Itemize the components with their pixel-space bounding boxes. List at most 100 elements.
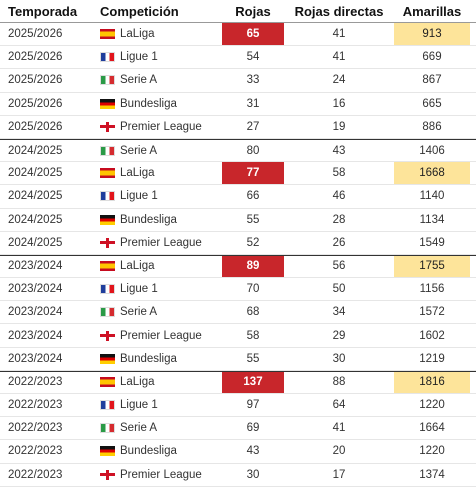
direct-reds-cell: 56 [332, 260, 346, 273]
season-cell: 2022/2023 [8, 422, 63, 435]
competition-cell: Premier League [100, 237, 222, 249]
yellows-cell: 665 [422, 97, 442, 110]
season-cell: 2025/2026 [8, 28, 63, 41]
table-row: 2023/2024 Bundesliga 55 30 1219 [0, 348, 476, 371]
reds-cell: 80 [246, 144, 260, 157]
yellows-cell: 1602 [419, 329, 445, 342]
table-row: 2022/2023 Serie A 69 41 1664 [0, 417, 476, 441]
table-row: 2025/2026 Premier League 27 19 886 [0, 116, 476, 139]
reds-cell: 69 [246, 422, 260, 435]
direct-reds-cell: 50 [332, 283, 346, 296]
direct-reds-cell: 64 [332, 399, 346, 412]
competition-name: Serie A [120, 144, 158, 157]
table-row: 2023/2024 Serie A 68 34 1572 [0, 301, 476, 325]
competition-cell: Premier League [100, 330, 222, 342]
competition-name: LaLiga [120, 376, 155, 389]
yellows-cell: 1549 [419, 236, 445, 249]
england-flag-icon [100, 237, 115, 248]
reds-cell: 137 [222, 371, 284, 393]
competition-name: Bundesliga [120, 445, 177, 458]
competition-cell: Bundesliga [100, 445, 222, 457]
spain-flag-icon [100, 168, 115, 179]
direct-reds-cell: 41 [332, 28, 346, 41]
competition-name: Serie A [120, 306, 158, 319]
competition-cell: Ligue 1 [100, 190, 222, 202]
germany-flag-icon [100, 446, 115, 457]
competition-cell: Serie A [100, 74, 222, 86]
france-flag-icon [100, 52, 115, 63]
direct-reds-cell: 29 [332, 329, 346, 342]
competition-name: Premier League [120, 329, 202, 342]
direct-reds-cell: 58 [332, 167, 346, 180]
competition-name: Bundesliga [120, 213, 177, 226]
germany-flag-icon [100, 98, 115, 109]
competition-cell: Ligue 1 [100, 51, 222, 63]
yellows-cell: 1374 [419, 468, 445, 481]
reds-cell: 89 [222, 255, 284, 278]
competition-name: LaLiga [120, 167, 155, 180]
direct-reds-cell: 20 [332, 445, 346, 458]
reds-cell: 55 [246, 213, 260, 226]
competition-name: Ligue 1 [120, 399, 158, 412]
season-cell: 2025/2026 [8, 120, 63, 133]
competition-cell: Bundesliga [100, 98, 222, 110]
season-cell: 2024/2025 [8, 213, 63, 226]
reds-cell: 31 [246, 97, 260, 110]
season-cell: 2024/2025 [8, 236, 63, 249]
england-flag-icon [100, 330, 115, 341]
spain-flag-icon [100, 261, 115, 272]
competition-cell: Serie A [100, 306, 222, 318]
competition-name: Serie A [120, 74, 158, 87]
season-cell: 2024/2025 [8, 144, 63, 157]
competition-cell: Premier League [100, 121, 222, 133]
season-cell: 2022/2023 [8, 399, 63, 412]
season-cell: 2022/2023 [8, 445, 63, 458]
competition-cell: Bundesliga [100, 214, 222, 226]
competition-name: Serie A [120, 422, 158, 435]
england-flag-icon [100, 121, 115, 132]
reds-cell: 77 [222, 162, 284, 185]
france-flag-icon [100, 284, 115, 295]
table-row: 2025/2026 Serie A 33 24 867 [0, 69, 476, 93]
table-row: 2023/2024 LaLiga 89 56 1755 [0, 254, 476, 279]
table-row: 2022/2023 Ligue 1 97 64 1220 [0, 394, 476, 418]
competition-name: Premier League [120, 236, 202, 249]
england-flag-icon [100, 469, 115, 480]
competition-cell: LaLiga [100, 28, 222, 40]
competition-name: LaLiga [120, 260, 155, 273]
competition-name: Ligue 1 [120, 51, 158, 64]
direct-reds-cell: 43 [332, 144, 346, 157]
reds-cell: 52 [246, 236, 260, 249]
france-flag-icon [100, 191, 115, 202]
direct-reds-cell: 28 [332, 213, 346, 226]
germany-flag-icon [100, 353, 115, 364]
season-cell: 2025/2026 [8, 97, 63, 110]
reds-cell: 54 [246, 51, 260, 64]
competition-name: Bundesliga [120, 352, 177, 365]
direct-reds-cell: 41 [332, 422, 346, 435]
yellows-cell: 1219 [419, 352, 445, 365]
competition-name: Ligue 1 [120, 283, 158, 296]
season-cell: 2024/2025 [8, 167, 63, 180]
table-header: Temporada Competición Rojas Rojas direct… [0, 0, 476, 23]
table-row: 2022/2023 Premier League 30 17 1374 [0, 464, 476, 487]
direct-reds-cell: 46 [332, 190, 346, 203]
yellows-cell: 1664 [419, 422, 445, 435]
yellows-cell: 1140 [419, 190, 445, 203]
competition-cell: LaLiga [100, 167, 222, 179]
competition-name: Premier League [120, 120, 202, 133]
direct-reds-cell: 24 [332, 74, 346, 87]
table-body: 2025/2026 LaLiga 65 41 913 2025/2026 Ligue 1 54… [0, 23, 476, 487]
header-competition: Competición [100, 3, 179, 19]
competition-cell: LaLiga [100, 260, 222, 272]
table-row: 2025/2026 Ligue 1 54 41 669 [0, 46, 476, 70]
table-row: 2024/2025 Premier League 52 26 1549 [0, 232, 476, 255]
germany-flag-icon [100, 214, 115, 225]
table-row: 2025/2026 Bundesliga 31 16 665 [0, 93, 476, 116]
reds-cell: 65 [222, 23, 284, 46]
spain-flag-icon [100, 29, 115, 40]
reds-cell: 33 [246, 74, 260, 87]
yellows-cell: 1668 [394, 162, 470, 185]
yellows-cell: 1406 [419, 144, 445, 157]
